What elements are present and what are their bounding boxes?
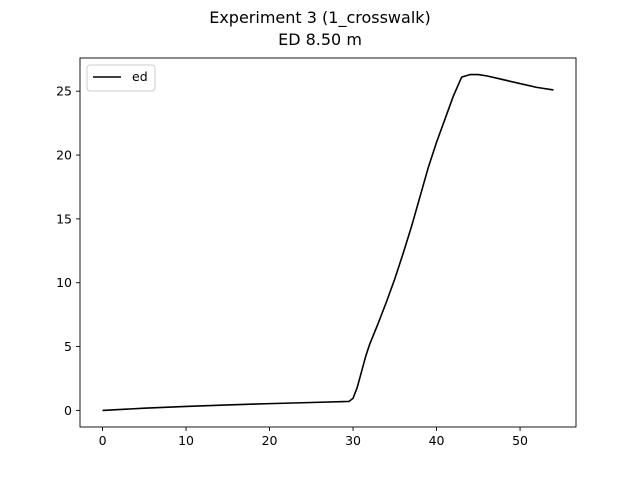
y-axis: 0 5 10 15 20 25 [56,84,80,418]
chart-subtitle: ED 8.50 m [278,30,362,49]
x-tick-label: 40 [429,433,445,448]
legend-label-ed: ed [132,69,148,84]
plot-frame [79,57,577,428]
legend: ed [86,64,156,92]
y-tick-label: 20 [56,148,72,163]
x-tick-label: 20 [262,433,278,448]
x-tick-label: 10 [178,433,194,448]
x-tick-label: 0 [99,433,107,448]
series-line-ed [102,73,554,412]
y-tick-label: 5 [64,339,72,354]
y-tick-label: 25 [56,84,72,99]
x-tick-label: 50 [512,433,528,448]
legend-box [86,64,156,92]
y-tick-label: 0 [64,403,72,418]
chart-title: Experiment 3 (1_crosswalk) [209,8,431,28]
x-tick-label: 30 [345,433,361,448]
x-axis: 0 10 20 30 40 50 [99,427,528,448]
y-tick-label: 10 [56,275,72,290]
y-tick-label: 15 [56,211,72,226]
